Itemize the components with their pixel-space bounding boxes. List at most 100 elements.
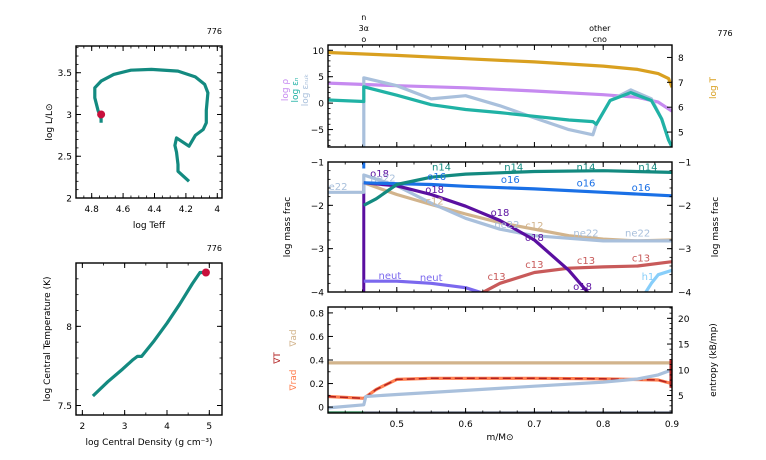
bot-yl-tick-label: 0.4 [310,357,325,367]
bot-yr-tick-label: 15 [678,341,689,351]
series-label-ne22: ne22 [370,174,395,185]
bot-x-tick-label: 0.5 [390,420,404,430]
mid-yr-tick-label: −1 [678,159,691,169]
rhot-x-tick-label: 2 [79,422,85,432]
profile-top-lines [328,50,672,147]
mid-yl-tick-label: −2 [311,202,324,212]
top-corner-label: 776 [717,29,732,38]
hr-y-tick-label: 2.5 [58,153,72,163]
series-label-c12: c12 [426,196,444,207]
rhot-current-marker [201,268,210,277]
bot-yl-tick-label: 0.6 [310,333,325,343]
top-yr-tick-label: 7 [678,79,684,89]
hr-y-tick-label: 2 [66,195,72,205]
bot-xlabel: m/M⊙ [486,433,513,443]
bot-yl-tick-label: 0 [318,404,324,414]
series-log-eps_nuc [362,76,672,147]
rhot-y-tick-label: 8 [66,323,72,333]
bot-ylabel-left: ∇T [273,352,283,365]
series-log-eps_nuc_net [328,85,672,147]
series-label-o18: o18 [491,208,510,219]
bot-ylabel-right: entropy (kB/mp) [709,323,719,397]
series-label-c13: c13 [525,260,543,271]
series-label-ne22: ne22 [322,182,347,193]
mid-ylabel-left: log mass frac [283,197,293,257]
bot-yr-tick-label: 5 [678,392,684,402]
mid-yr-tick-label: −3 [678,245,691,255]
series-label-c13: c13 [632,254,650,265]
bot-x-tick-label: 0.7 [527,420,541,430]
series-label-o18: o18 [573,282,592,293]
series-label-ne22: ne22 [494,220,519,231]
top-yr-tick-label: 6 [678,104,684,114]
top-annotation: n [361,13,366,22]
series-o18 [363,181,590,292]
top-yl-tick-label: 5 [318,73,324,83]
series-label-ne22: ne22 [625,229,650,240]
rho-t-diagram: 2 3 4 5 7.5 8 log Central Density (g cm⁻³) log … [43,244,223,448]
hr-frame [75,45,223,199]
rhot-track-line [91,270,206,398]
top-ylabel-left: log εₙᵤₖ [301,74,311,107]
profile-bottom-lines [328,359,672,413]
series-label-neut: neut [379,271,402,282]
top-annotation: other [589,24,611,33]
series-label-neut: neut [420,273,443,284]
series-label-n14: n14 [432,163,451,174]
series-label-o18: o18 [370,169,389,180]
mid-yr-tick-label: −2 [678,202,691,212]
rhot-frame [75,262,223,416]
bot-x-tick-label: 0.9 [665,420,680,430]
rhot-x-tick-label: 3 [122,422,128,432]
bot-yr-tick-label: 10 [678,366,690,376]
series-label-c13: c13 [487,272,505,283]
hr-diagram: 4.8 4.6 4.4 4.2 4 2 2.5 3 3.5 log Teff log L/L⊙ 776 [45,27,223,231]
mid-ylabel-right: log mass frac [711,197,721,257]
mid-yl-tick-label: −1 [311,159,324,169]
series-label-ne22: ne22 [573,229,598,240]
series-label-o18: o18 [525,233,544,244]
bot-ylabel-left: ∇rad [289,370,299,392]
rhot-x-tick-label: 5 [206,422,212,432]
series-label-o16: o16 [427,172,446,183]
series-h1 [643,268,672,292]
hr-y-tick-label: 3 [66,111,72,121]
top-ylabel-left: log εₙ [291,77,301,102]
top-annotation: o [361,35,366,44]
mid-yr-tick-label: −4 [678,289,692,299]
rhot-y-tick-label: 7.5 [58,402,72,412]
hr-x-tick-label: 4 [214,205,220,215]
series-n14 [363,169,672,207]
top-annotation: 3α [359,24,369,33]
rhot-corner-label: 776 [207,244,222,253]
bot-yr-tick-label: 20 [678,315,690,325]
bot-x-tick-label: 0.8 [596,420,611,430]
bot-ylabel-left: ∇ad [289,329,299,347]
series-label-h1: h1 [642,272,655,283]
series-label-c13: c13 [577,256,595,267]
top-yl-tick-label: −5 [311,126,324,136]
top-ylabel-right: log T [709,76,719,99]
bot-yl-tick-label: 0.8 [310,309,325,319]
series-entropy [328,368,672,410]
series-label-n14: n14 [638,163,657,174]
bot-x-tick-label: 0.6 [458,420,473,430]
top-ylabel-left: log ρ [281,79,291,102]
series-label-o16: o16 [632,183,651,194]
profile-top-panel: −5 0 5 10 5 6 7 8 log ρ log εₙ log εₙᵤₖ log T n 3α o ot… [281,13,733,148]
series-label-c12: c12 [525,221,543,232]
series-label-o18: o18 [425,185,444,196]
profile-bottom-panel: 0.5 0.6 0.7 0.8 0.9 0 0.2 0.4 0.6 0.8 5 10 15 20 m/M⊙ ∇… [273,306,719,443]
hr-y-tick-label: 3.5 [58,69,72,79]
mid-yl-tick-label: −3 [311,245,324,255]
mid-yl-tick-label: −4 [311,289,325,299]
top-yr-tick-label: 8 [678,54,684,64]
series-neut [363,279,485,292]
rhot-ylabel: log Central Temperature (K) [43,276,53,401]
hr-xlabel: log Teff [133,221,166,231]
hr-x-tick-label: 4.6 [116,205,131,215]
hr-x-tick-label: 4.2 [179,205,193,215]
